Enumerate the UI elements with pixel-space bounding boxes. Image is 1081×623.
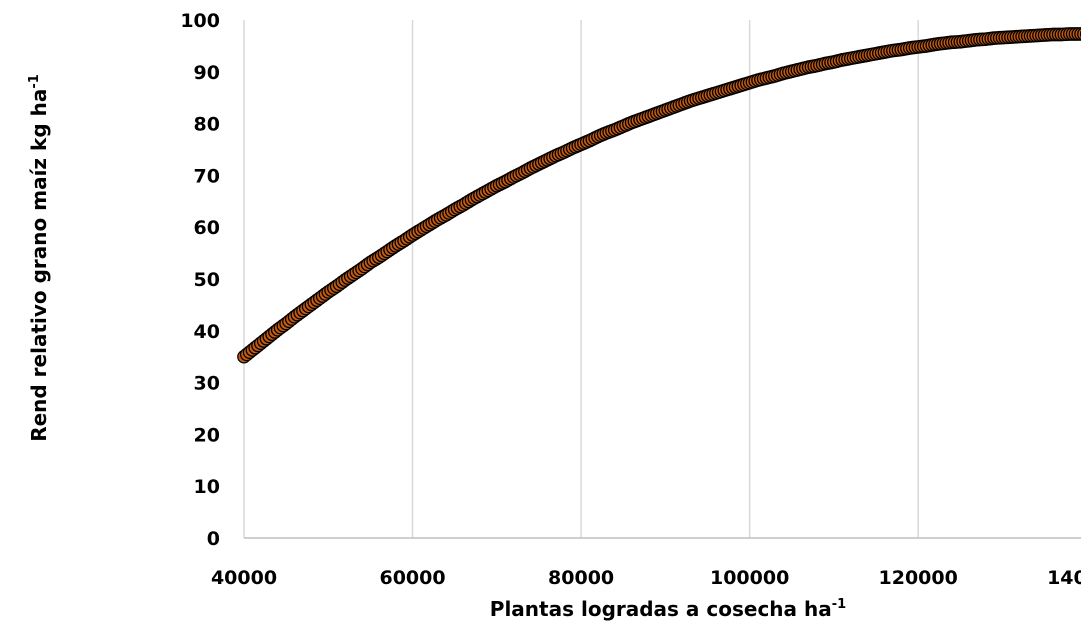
x-tick-label: 60000	[379, 567, 445, 589]
y-axis-title: Rend relativo grano maíz kg ha-1	[27, 74, 51, 442]
y-tick-label: 100	[180, 10, 220, 32]
x-axis-title: Plantas logradas a cosecha ha-1	[490, 597, 846, 621]
x-tick-label: 40000	[211, 567, 277, 589]
x-tick-label: 120000	[879, 567, 958, 589]
x-tick-label: 140000	[1047, 567, 1081, 589]
y-tick-label: 40	[194, 321, 220, 343]
y-tick-label: 90	[194, 62, 220, 84]
x-tick-labels: 40000 60000 80000 100000 120000 140000	[211, 567, 1081, 589]
y-tick-label: 60	[194, 217, 220, 239]
data-points	[237, 27, 1081, 364]
y-tick-label: 10	[194, 476, 220, 498]
x-tick-label: 100000	[710, 567, 789, 589]
x-tick-label: 80000	[548, 567, 614, 589]
y-tick-label: 70	[194, 165, 220, 187]
y-tick-label: 30	[194, 373, 220, 395]
y-tick-labels: 0 10 20 30 40 50 60 70 80 90 100	[180, 10, 220, 550]
gridlines	[243, 20, 919, 538]
y-tick-label: 50	[194, 269, 220, 291]
data-point	[1077, 27, 1081, 41]
y-tick-label: 80	[194, 114, 220, 136]
y-tick-label: 20	[194, 424, 220, 446]
y-tick-label: 0	[207, 528, 220, 550]
